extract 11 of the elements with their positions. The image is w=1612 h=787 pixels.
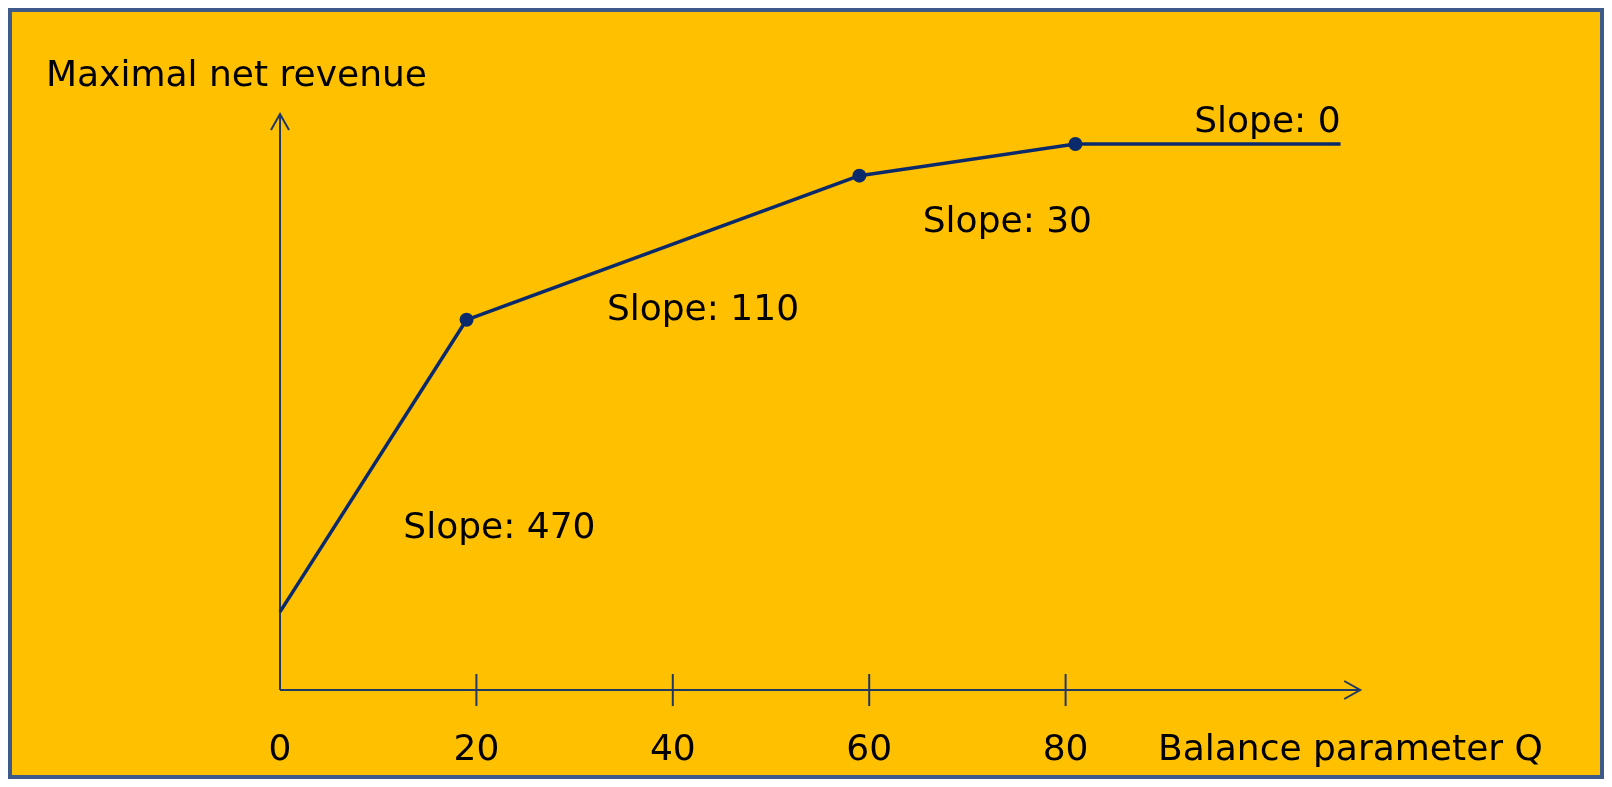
x-tick-label: 20 [453,727,500,768]
x-tick-label: 60 [846,727,893,768]
x-axis-title: Balance parameter Q [1158,727,1543,768]
annotation: Slope: 470 [403,504,596,546]
x-tick-label: 80 [1042,727,1089,768]
x-tick-label: 40 [649,727,696,768]
annotation: Slope: 30 [922,198,1093,240]
annotation: Slope: 110 [606,286,800,328]
text: Slope: 0 [1194,99,1341,140]
y-axis-title: Maximal net revenue [46,53,427,94]
x-tick-label: 0 [268,727,292,768]
